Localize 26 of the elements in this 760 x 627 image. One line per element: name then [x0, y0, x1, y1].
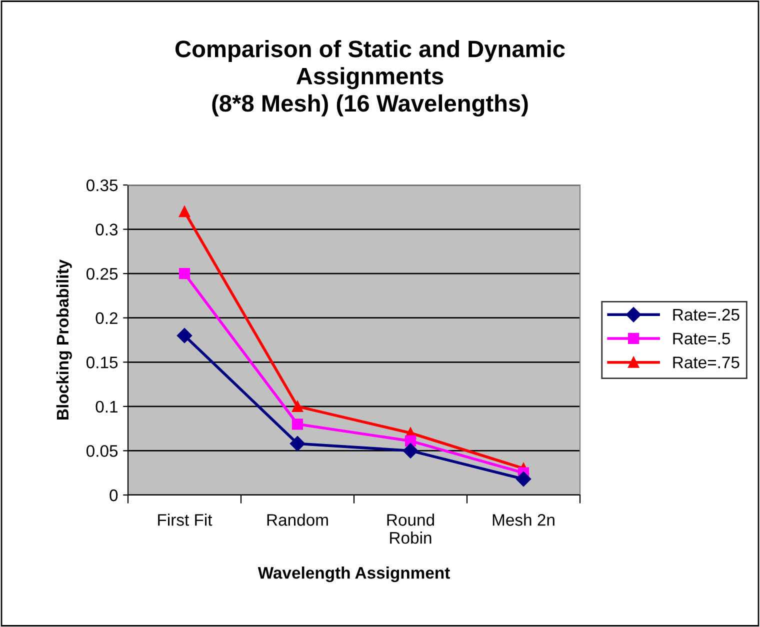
legend-label: Rate=.5	[673, 332, 730, 344]
point	[178, 268, 190, 280]
point	[402, 443, 418, 458]
y-tick-label: 0.25	[86, 268, 118, 280]
y-tick-label: 0.1	[96, 400, 118, 413]
y-tick-label: 0	[110, 489, 118, 502]
y-tick-label: 0.2	[96, 312, 118, 324]
chart-title: Comparison of Static and Dynamic Assignments (8*8 Mesh) (16 Wavelengths)	[176, 40, 565, 117]
x-tick-label: First Fit	[158, 514, 212, 526]
y-axis-title: Blocking Probability	[56, 260, 72, 420]
point	[292, 400, 304, 412]
point	[178, 206, 190, 218]
point	[176, 328, 192, 344]
y-tick-label: 0.3	[96, 224, 118, 236]
y-tick-label: 0.05	[86, 445, 118, 457]
x-tick-label: Round Robin	[387, 514, 434, 544]
y-tick-label: 0.35	[86, 179, 118, 192]
legend-label: Rate=.25	[673, 308, 740, 321]
point	[290, 436, 306, 452]
point	[292, 418, 304, 430]
point	[516, 471, 532, 487]
y-tick-label: 0.15	[86, 356, 118, 368]
x-axis-title: Wavelength Assignment	[258, 566, 450, 582]
legend-label: Rate=.75	[673, 356, 740, 368]
x-tick-label: Mesh 2n	[492, 514, 554, 526]
x-tick-label: Random	[267, 514, 328, 526]
